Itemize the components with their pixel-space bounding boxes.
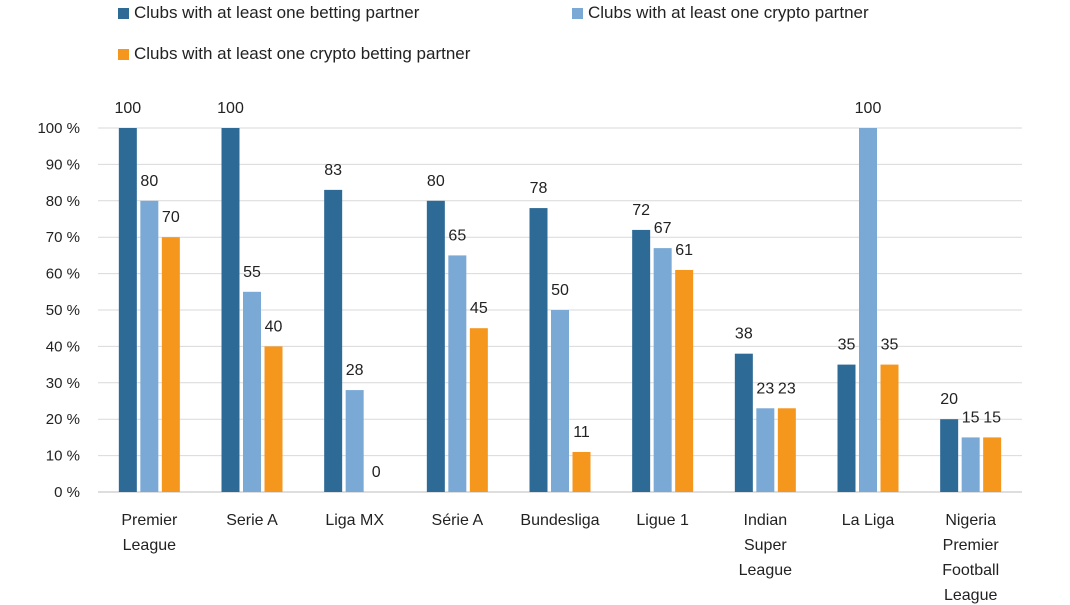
bar [221,128,240,492]
bar [940,419,959,492]
bar [469,328,488,492]
y-tick-label: 80 % [46,193,80,210]
y-tick-label: 0 % [54,484,80,501]
bar [632,229,651,493]
bar [324,189,343,492]
bar [777,408,796,492]
x-category-label: Serie A [226,512,278,529]
bar [653,248,672,492]
legend-label-crypto-betting: Clubs with at least one crypto betting p… [134,44,471,63]
bar [675,269,694,492]
bar-value-label: 80 [140,173,158,190]
y-tick-label: 70 % [46,229,80,246]
legend-item-crypto-betting: Clubs with at least one crypto betting p… [118,44,470,64]
bar-value-label: 23 [778,380,796,397]
y-tick-label: 60 % [46,266,80,283]
bar-value-label: 83 [324,162,342,179]
legend-item-betting: Clubs with at least one betting partner [118,3,419,23]
bar-value-label: 70 [162,209,180,226]
bar [448,255,467,492]
x-category-label: Indian Super League [739,512,792,579]
bar-value-label: 45 [470,300,488,317]
chart-legend: Clubs with at least one betting partner … [118,0,1018,70]
y-tick-label: 100 % [37,120,80,137]
bar-value-label: 100 [114,100,141,117]
bar-value-label: 65 [448,227,466,244]
bar [572,451,591,492]
x-axis-category-labels: Premier League Serie A Liga MX Série A Bundes… [121,512,999,604]
bar [961,437,980,492]
bar-value-label: 23 [756,380,774,397]
bar [426,200,445,493]
x-category-label: Nigeria Premier Football League [942,512,999,604]
bar-value-label: 15 [962,409,980,426]
y-axis-tick-labels: 0 % 10 % 20 % 30 % 40 % 50 % 60 % 70 % 80 % 90 % 1… [37,120,80,501]
bar [529,208,548,492]
x-category-label: Série A [432,512,484,529]
bars [118,128,1002,493]
legend-label-betting: Clubs with at least one betting partner [134,3,420,22]
y-tick-label: 30 % [46,375,80,392]
bar-value-label: 11 [573,424,590,441]
x-category-label: Bundesliga [520,512,599,529]
bar-value-label: 67 [654,220,672,237]
bar-value-label: 78 [530,180,548,197]
bar [859,128,877,492]
legend-label-crypto: Clubs with at least one crypto partner [588,3,869,22]
x-category-label: Ligue 1 [636,512,689,529]
y-tick-label: 50 % [46,302,80,319]
bar [140,200,159,493]
bar [243,291,261,492]
y-tick-label: 90 % [46,156,80,173]
bar-value-label: 0 [372,464,381,481]
y-tick-label: 10 % [46,448,80,465]
bar-value-label: 55 [243,264,261,281]
bar-value-label: 28 [346,362,364,379]
x-category-label: Liga MX [325,512,384,529]
y-tick-label: 40 % [46,338,80,355]
bar-value-label: 15 [983,409,1001,426]
legend-item-crypto: Clubs with at least one crypto partner [572,3,869,23]
bar-value-label: 100 [217,100,244,117]
bar [264,346,283,492]
bar [880,364,899,492]
bar-value-label: 35 [881,337,899,354]
x-category-label: La Liga [842,512,895,529]
legend-swatch-crypto [572,7,583,19]
legend-swatch-crypto-betting [118,48,129,60]
bar-value-label: 100 [855,100,882,117]
bar-value-label: 35 [838,337,856,354]
bar-value-label: 50 [551,282,569,299]
bar-value-label: 72 [632,202,650,219]
bar [756,408,775,492]
x-category-label: Premier League [121,512,178,554]
legend-swatch-betting [118,7,129,19]
bar [161,237,180,492]
bar-value-label: 40 [265,318,283,335]
bar [983,437,1002,492]
bar [345,390,364,492]
bar [551,310,569,492]
bar-value-label: 61 [675,242,693,259]
y-tick-label: 20 % [46,411,80,428]
bar-value-label: 80 [427,173,445,190]
bar [734,353,753,492]
bar-value-label: 20 [940,391,958,408]
bar-value-label: 38 [735,326,753,343]
bar [837,364,856,492]
bar [118,128,137,492]
